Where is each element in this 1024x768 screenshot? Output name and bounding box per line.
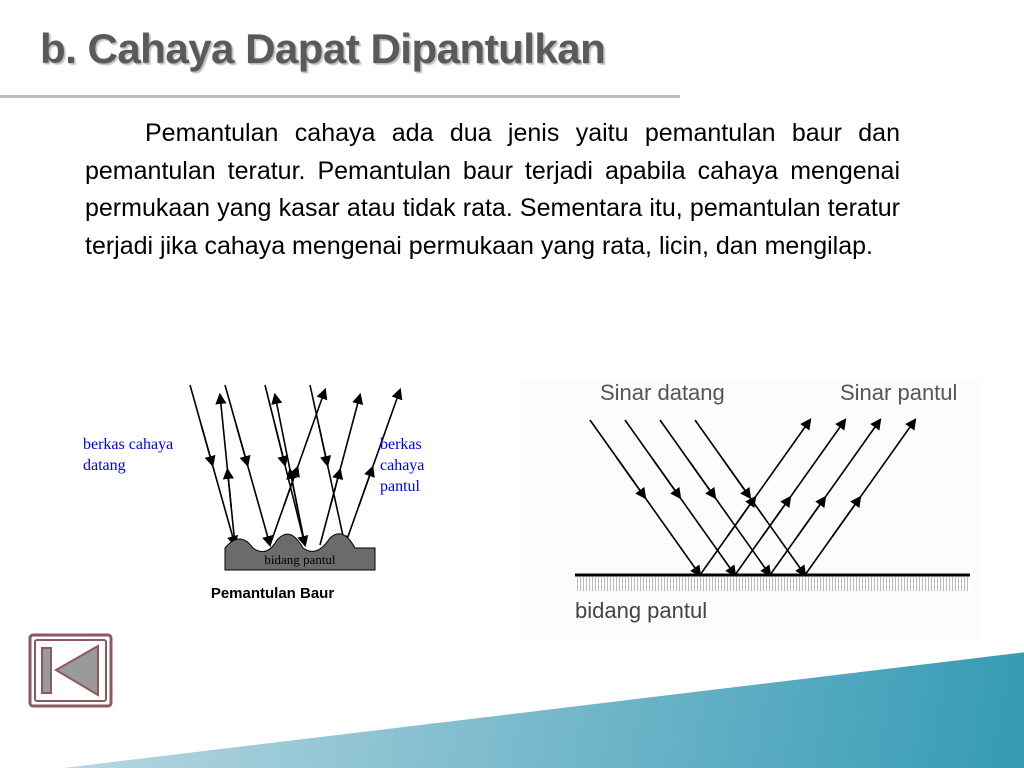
svg-text:bidang pantul: bidang pantul xyxy=(264,552,336,567)
diagram-regular-reflection: Sinar datang Sinar pantul bidang pantul xyxy=(520,380,980,640)
slide-title: b. Cahaya Dapat Dipantulkan xyxy=(40,25,605,73)
back-icon xyxy=(28,633,113,708)
diagram-diffuse-reflection: bidang pantul berkas cahayadatang berkas… xyxy=(75,380,470,640)
label-reflected-beam: berkas cahayapantul xyxy=(380,435,470,497)
slide-corner-accent xyxy=(0,648,1024,768)
title-underline xyxy=(0,95,680,98)
slide: b. Cahaya Dapat Dipantulkan Pemantulan c… xyxy=(0,0,1024,768)
label-bidang-pantul: bidang pantul xyxy=(575,598,707,624)
label-sinar-datang: Sinar datang xyxy=(600,380,725,406)
body-paragraph: Pemantulan cahaya ada dua jenis yaitu pe… xyxy=(85,115,900,265)
back-button[interactable] xyxy=(28,633,113,708)
caption-diffuse: Pemantulan Baur xyxy=(75,585,470,602)
label-incoming-beam: berkas cahayadatang xyxy=(83,435,173,477)
label-sinar-pantul: Sinar pantul xyxy=(840,380,957,406)
